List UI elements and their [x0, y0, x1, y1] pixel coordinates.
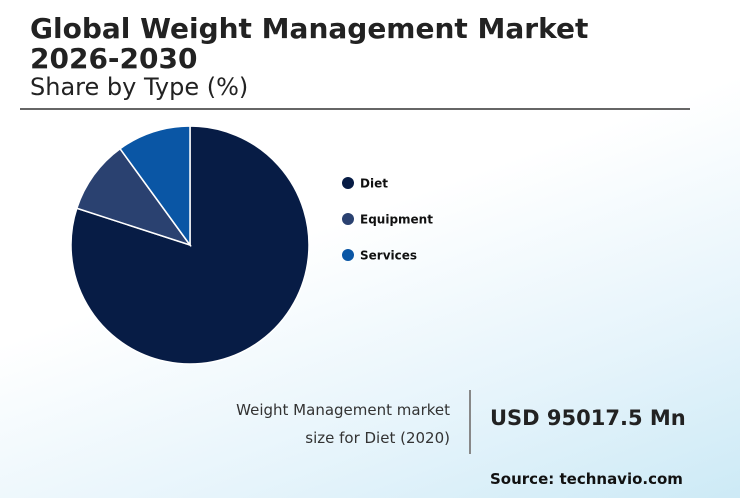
- separator: [469, 390, 471, 454]
- legend-label: Equipment: [360, 213, 433, 227]
- divider: [20, 108, 690, 110]
- chart-title: Global Weight Management Market 2026-203…: [30, 12, 589, 75]
- legend-label: Services: [360, 249, 417, 263]
- legend-marker: [342, 249, 354, 261]
- pie-slice: [70, 125, 310, 365]
- pie-slice: [119, 125, 191, 248]
- legend-marker: [342, 213, 354, 225]
- legend-label: Diet: [360, 177, 388, 191]
- annotation: Weight Management market size for Diet (…: [236, 401, 450, 447]
- pie-slice: [75, 147, 192, 247]
- legend-marker: [342, 177, 354, 189]
- chart-subtitle: Share by Type (%): [30, 73, 249, 101]
- source: Source: technavio.com: [490, 470, 683, 488]
- annotation-value: USD 95017.5 Mn: [490, 406, 686, 430]
